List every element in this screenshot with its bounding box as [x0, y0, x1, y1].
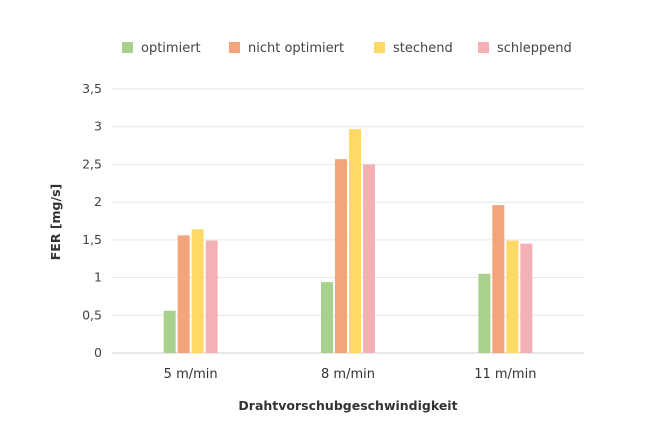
legend-swatch — [229, 42, 240, 53]
y-tick-label: 2,5 — [82, 156, 102, 171]
bar-schleppend-2 — [363, 164, 375, 353]
bar-stechend-1 — [191, 229, 204, 353]
bar-schleppend-3 — [520, 243, 533, 353]
y-tick-label: 3 — [94, 119, 102, 134]
bar-stechend-2 — [349, 128, 361, 353]
y-tick-label: 1,5 — [82, 232, 102, 247]
gridlines — [112, 88, 584, 354]
bar-optimiert-2 — [321, 282, 333, 353]
bar-nicht-optimiert-2 — [335, 159, 347, 353]
y-tick-label: 3,5 — [82, 81, 102, 96]
legend-label: nicht optimiert — [248, 41, 344, 56]
x-axis-ticks: 5 m/min 8 m/min 11 m/min — [164, 367, 537, 382]
y-axis-title: FER [mg/s] — [48, 184, 63, 260]
bars — [163, 128, 533, 353]
x-tick-label: 8 m/min — [321, 367, 375, 382]
y-tick-label: 0 — [94, 345, 102, 360]
bar-optimiert-1 — [163, 310, 176, 353]
bar-nicht-optimiert-3 — [492, 205, 505, 353]
legend-label: optimiert — [141, 41, 201, 56]
y-axis-ticks: 0 0,5 1 1,5 2 2,5 3 3,5 — [82, 81, 102, 360]
bar-optimiert-3 — [478, 273, 491, 353]
y-tick-label: 2 — [94, 194, 102, 209]
bar-nicht-optimiert-1 — [177, 235, 190, 353]
x-tick-label: 11 m/min — [474, 367, 536, 382]
y-tick-label: 1 — [94, 270, 102, 285]
legend-label: schleppend — [497, 41, 572, 56]
x-axis-title: Drahtvorschubgeschwindigkeit — [238, 398, 457, 413]
bar-schleppend-1 — [205, 240, 218, 353]
legend-swatch — [122, 42, 133, 53]
legend: optimiert nicht optimiert stechend schleppe… — [122, 41, 572, 56]
bar-stechend-3 — [506, 240, 519, 353]
legend-swatch — [374, 42, 385, 53]
legend-label: stechend — [393, 41, 453, 56]
x-tick-label: 5 m/min — [164, 367, 218, 382]
y-tick-label: 0,5 — [82, 307, 102, 322]
legend-swatch — [478, 42, 489, 53]
